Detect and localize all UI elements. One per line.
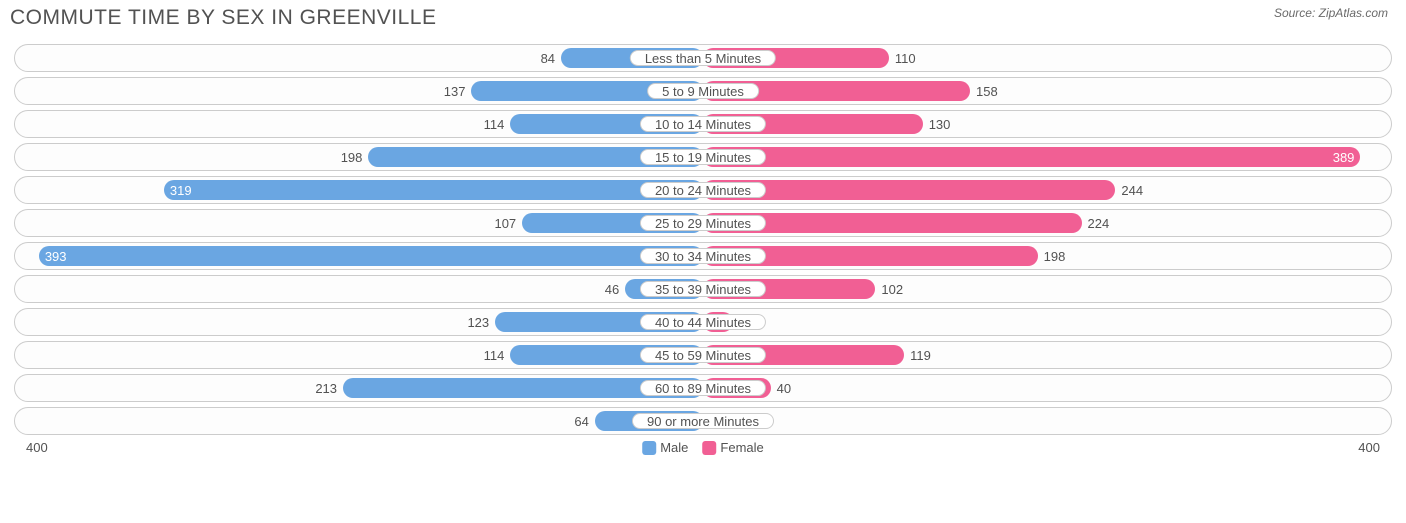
category-label: 20 to 24 Minutes (640, 182, 766, 198)
value-female: 198 (1038, 246, 1072, 266)
value-male: 114 (478, 114, 511, 134)
value-female: 119 (904, 345, 937, 365)
chart-row: 319 244 20 to 24 Minutes (14, 176, 1392, 204)
value-female: 389 (703, 147, 1360, 167)
category-label: 90 or more Minutes (632, 413, 774, 429)
value-male: 213 (309, 378, 343, 398)
axis-tick-right: 400 (1358, 440, 1380, 455)
value-male: 393 (39, 246, 703, 266)
value-male: 123 (461, 312, 495, 332)
chart-row: 46 102 35 to 39 Minutes (14, 275, 1392, 303)
value-male: 319 (164, 180, 703, 200)
chart-row: 213 40 60 to 89 Minutes (14, 374, 1392, 402)
chart-row: 137 158 5 to 9 Minutes (14, 77, 1392, 105)
category-label: 10 to 14 Minutes (640, 116, 766, 132)
value-male: 137 (438, 81, 472, 101)
value-female: 40 (771, 378, 797, 398)
category-label: 35 to 39 Minutes (640, 281, 766, 297)
category-label: 40 to 44 Minutes (640, 314, 766, 330)
diverging-bar-chart: 84 110 Less than 5 Minutes 137 158 5 to 9 Min… (0, 30, 1406, 435)
category-label: 5 to 9 Minutes (647, 83, 759, 99)
chart-row: 393 198 30 to 34 Minutes (14, 242, 1392, 270)
chart-row: 198 38915 to 19 Minutes (14, 143, 1392, 171)
chart-row: 107 224 25 to 29 Minutes (14, 209, 1392, 237)
chart-source: Source: ZipAtlas.com (1274, 6, 1388, 20)
legend-label-male: Male (660, 440, 688, 455)
legend-label-female: Female (720, 440, 763, 455)
chart-row: 64090 or more Minutes (14, 407, 1392, 435)
value-male: 107 (488, 213, 522, 233)
value-female: 158 (970, 81, 1004, 101)
value-female: 130 (923, 114, 957, 134)
value-male: 114 (478, 345, 511, 365)
value-female: 224 (1082, 213, 1116, 233)
source-prefix: Source: (1274, 6, 1319, 20)
category-label: 30 to 34 Minutes (640, 248, 766, 264)
legend-item-male: Male (642, 440, 688, 455)
value-female: 244 (1115, 180, 1149, 200)
axis-tick-left: 400 (26, 440, 48, 455)
chart-row: 84 110 Less than 5 Minutes (14, 44, 1392, 72)
category-label: 25 to 29 Minutes (640, 215, 766, 231)
value-male: 84 (535, 48, 561, 68)
legend-item-female: Female (702, 440, 763, 455)
value-female: 102 (875, 279, 909, 299)
value-male: 46 (599, 279, 625, 299)
chart-header: Commute Time by Sex in Greenville Source… (0, 0, 1406, 30)
category-label: 45 to 59 Minutes (640, 347, 766, 363)
category-label: 60 to 89 Minutes (640, 380, 766, 396)
category-label: Less than 5 Minutes (630, 50, 776, 66)
value-male: 198 (335, 147, 369, 167)
legend-swatch-male (642, 441, 656, 455)
category-label: 15 to 19 Minutes (640, 149, 766, 165)
value-female: 110 (889, 48, 922, 68)
x-axis: 400 Male Female 400 (26, 440, 1380, 462)
legend-swatch-female (702, 441, 716, 455)
source-name: ZipAtlas.com (1319, 6, 1388, 20)
chart-row: 114 119 45 to 59 Minutes (14, 341, 1392, 369)
chart-row: 1231840 to 44 Minutes (14, 308, 1392, 336)
chart-title: Commute Time by Sex in Greenville (10, 6, 436, 30)
value-male: 64 (568, 411, 594, 431)
chart-row: 114 130 10 to 14 Minutes (14, 110, 1392, 138)
legend: Male Female (642, 440, 764, 455)
